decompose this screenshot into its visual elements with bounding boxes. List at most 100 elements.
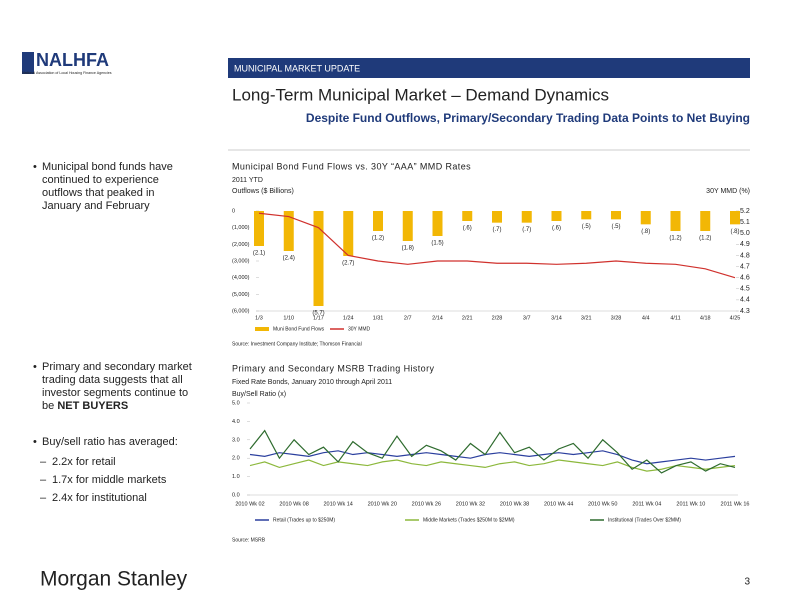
bar: [343, 211, 354, 256]
x-tick-label: 2010 Wk 08: [279, 501, 308, 507]
sub-bullet: 1.7x for middle markets: [40, 474, 166, 486]
x-tick-label: 2/14: [432, 315, 443, 321]
legend-swatch: [255, 327, 269, 331]
y2-tick-label: 5.1: [740, 219, 750, 226]
bar: [492, 211, 502, 223]
y2-tick-label: 4.6: [740, 275, 750, 282]
series-line: [249, 450, 736, 465]
x-tick-label: 2010 Wk 14: [324, 501, 353, 507]
y2-tick-label: 5.2: [740, 208, 750, 215]
x-tick-label: 2010 Wk 32: [456, 501, 485, 507]
sub-bullet: 2.4x for institutional: [40, 492, 147, 504]
y-tick-label: (5,000): [232, 292, 250, 298]
y-tick-label: 3.0: [232, 437, 240, 443]
y-tick-label: 1.0: [232, 474, 240, 480]
chart-title: Primary and Secondary MSRB Trading Histo…: [232, 363, 434, 373]
bar-label: (.8): [731, 229, 740, 235]
chart-subtitle: Fixed Rate Bonds, January 2010 through A…: [232, 379, 392, 386]
x-tick-label: 1/24: [343, 315, 354, 321]
bullet: Primary and secondary market trading dat…: [33, 361, 202, 413]
y-tick-label: (6,000): [232, 308, 250, 314]
bar-label: (1.2): [699, 236, 711, 242]
bar-label: (1.2): [372, 236, 384, 242]
x-tick-label: 3/28: [611, 315, 622, 321]
bar: [254, 211, 264, 246]
bar-label: (.7): [522, 227, 531, 233]
section-label: MUNICIPAL MARKET UPDATE: [234, 63, 360, 73]
bar-label: (.6): [463, 226, 472, 232]
bar-label: (.8): [641, 229, 650, 235]
bar-label: (.7): [493, 227, 502, 233]
bar: [402, 211, 413, 241]
x-tick-label: 2011 Wk 10: [676, 501, 705, 507]
y2-tick-label: 4.3: [740, 308, 750, 315]
legend-label: Middle Markets (Trades $250M to $2MM): [423, 517, 515, 523]
bullet-bold: NET BUYERS: [57, 400, 129, 412]
bullet: Municipal bond funds have continued to e…: [33, 161, 192, 213]
x-tick-label: 2/28: [492, 315, 503, 321]
bar-label: (2.1): [253, 251, 265, 257]
x-tick-label: 1/10: [283, 315, 294, 321]
y-tick-label: 2.0: [232, 456, 240, 462]
bar: [462, 211, 473, 221]
bar-label: (1.2): [669, 236, 681, 242]
brand: Morgan Stanley: [40, 568, 188, 591]
page-title: Long-Term Municipal Market – Demand Dyna…: [232, 85, 609, 104]
legend-label: 30Y MMD: [348, 326, 371, 332]
bar-label: (2.7): [342, 261, 354, 267]
x-tick-label: 1/17: [313, 315, 324, 321]
x-tick-label: 2011 Wk 04: [632, 501, 661, 507]
legend-label: Muni Bond Fund Flows: [273, 326, 325, 332]
bullet-text: Primary and secondary market trading dat…: [42, 361, 192, 412]
y-axis-label: Outflows ($ Billions): [232, 188, 294, 195]
x-tick-label: 4/11: [670, 315, 680, 321]
bar: [313, 211, 324, 306]
y2-tick-label: 4.8: [740, 252, 750, 259]
x-tick-label: 2010 Wk 20: [368, 501, 397, 507]
y-tick-label: (4,000): [232, 275, 250, 281]
legend-label: Retail (Trades up to $250M): [273, 517, 335, 523]
series-line: [249, 429, 736, 474]
logo-mark: [22, 52, 34, 74]
bar: [373, 211, 383, 231]
bar-label: (5.7): [312, 311, 324, 317]
legend-label: Institutional (Trades Over $2MM): [608, 517, 681, 523]
y-tick-label: 4.0: [232, 419, 240, 425]
bar-label: (2.4): [283, 256, 295, 262]
y-tick-label: 5.0: [232, 400, 240, 406]
bar-label: (.6): [552, 226, 561, 232]
x-tick-label: 3/7: [523, 315, 531, 321]
bar: [581, 211, 592, 220]
x-tick-label: 3/21: [581, 315, 592, 321]
series-line: [249, 459, 736, 472]
bar: [640, 211, 651, 225]
x-tick-label: 2/7: [404, 315, 412, 321]
logo: NALHFA: [36, 50, 109, 70]
x-tick-label: 2010 Wk 26: [412, 501, 441, 507]
bar: [521, 211, 532, 223]
sub-bullet: 2.2x for retail: [40, 456, 116, 468]
y-tick-label: 0: [232, 208, 235, 214]
y-tick-label: (2,000): [232, 242, 250, 248]
bar-label: (1.5): [431, 241, 443, 247]
x-tick-label: 2010 Wk 50: [588, 501, 617, 507]
page-subtitle: Despite Fund Outflows, Primary/Secondary…: [306, 111, 750, 125]
x-tick-label: 4/18: [700, 315, 711, 321]
bar: [670, 211, 681, 231]
y2-tick-label: 4.9: [740, 241, 750, 248]
y2-tick-label: 4.7: [740, 263, 750, 270]
y-axis-label: Buy/Sell Ratio (x): [232, 391, 286, 398]
section-bar: [228, 58, 750, 78]
bar: [611, 211, 621, 220]
source-note: Source: MSRB: [232, 537, 266, 543]
x-tick-label: 2010 Wk 44: [544, 501, 573, 507]
source-note: Source: Investment Company Institute; Th…: [232, 341, 362, 347]
bar: [283, 211, 294, 251]
page-number: 3: [744, 577, 750, 588]
bar-label: (.5): [612, 224, 621, 230]
x-tick-label: 2/21: [462, 315, 473, 321]
x-tick-label: 1/3: [255, 315, 263, 321]
y2-axis-label: 30Y MMD (%): [706, 188, 750, 195]
bar-label: (.5): [582, 224, 591, 230]
